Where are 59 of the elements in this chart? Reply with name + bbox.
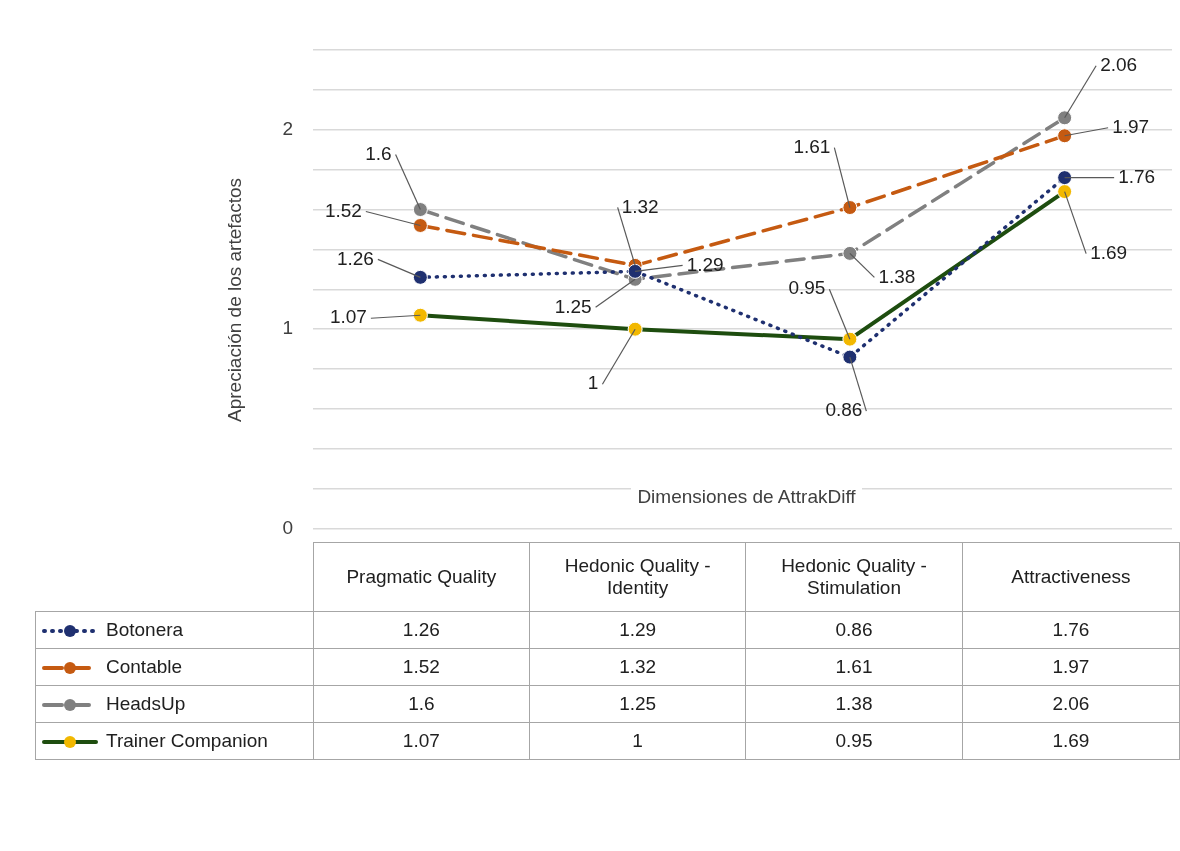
data-label: 0.95 <box>745 722 963 760</box>
data-label: 1.32 <box>529 648 746 686</box>
data-label: 1.61 <box>745 648 963 686</box>
annotation: 1.07 <box>329 306 367 328</box>
point <box>627 321 643 337</box>
annotation: 1.26 <box>336 247 374 269</box>
annotation: 1.32 <box>621 195 659 217</box>
data-label: 1.97 <box>962 648 1180 686</box>
data-label: 2.06 <box>962 685 1180 723</box>
annotation: 1.25 <box>554 295 592 317</box>
annotation: 1.76 <box>1118 165 1156 187</box>
data-label: 1.26 <box>313 611 530 649</box>
annotation: 1.29 <box>686 253 724 275</box>
data-label: 1.69 <box>962 722 1180 760</box>
data-label: 1.52 <box>313 648 530 686</box>
legend-label: Contable <box>35 648 314 686</box>
data-label: 1 <box>529 722 746 760</box>
annotation: 0.86 <box>825 399 863 421</box>
point <box>842 245 858 261</box>
x-tick-label: Attractiveness <box>962 542 1180 612</box>
point <box>412 202 428 218</box>
y-axis-title: Apreciación de los artefactos <box>224 178 246 422</box>
point <box>842 331 858 347</box>
annotation: 0.95 <box>788 277 826 299</box>
annotation: 1.69 <box>1090 241 1128 263</box>
point <box>1057 110 1073 126</box>
y-tick-label: 1 <box>282 317 293 339</box>
annotation: 1.61 <box>793 135 831 157</box>
point <box>1057 128 1073 144</box>
annotation: 1.52 <box>324 199 362 221</box>
point <box>1057 170 1073 186</box>
legend-label: HeadsUp <box>35 685 314 723</box>
y-tick-label: 0 <box>282 516 293 538</box>
x-tick-label: Hedonic Quality - Stimulation <box>745 542 963 612</box>
annotation: 1.38 <box>878 265 916 287</box>
data-label: 1.29 <box>529 611 746 649</box>
point <box>412 217 428 233</box>
data-label: 1.25 <box>529 685 746 723</box>
data-label: 1.76 <box>962 611 1180 649</box>
annotation: 2.06 <box>1100 54 1138 76</box>
point <box>412 307 428 323</box>
point <box>842 200 858 216</box>
annotation: 1 <box>587 372 599 394</box>
y-tick-label: 2 <box>282 118 293 139</box>
x-tick-label: Pragmatic Quality <box>313 542 530 612</box>
x-axis-title: Dimensiones de AttrakDiff <box>631 486 862 507</box>
legend-label: Trainer Companion <box>35 722 314 760</box>
data-label: 1.38 <box>745 685 963 723</box>
point <box>412 269 428 285</box>
annotation: 1.6 <box>365 142 392 164</box>
legend-label: Botonera <box>35 611 314 649</box>
data-label: 1.07 <box>313 722 530 760</box>
annotation: 1.97 <box>1112 115 1150 137</box>
point <box>627 263 643 279</box>
point <box>842 349 858 365</box>
data-label: 0.86 <box>745 611 963 649</box>
point <box>1057 184 1073 200</box>
x-tick-label: Hedonic Quality - Identity <box>529 542 746 612</box>
data-label: 1.6 <box>313 685 530 723</box>
